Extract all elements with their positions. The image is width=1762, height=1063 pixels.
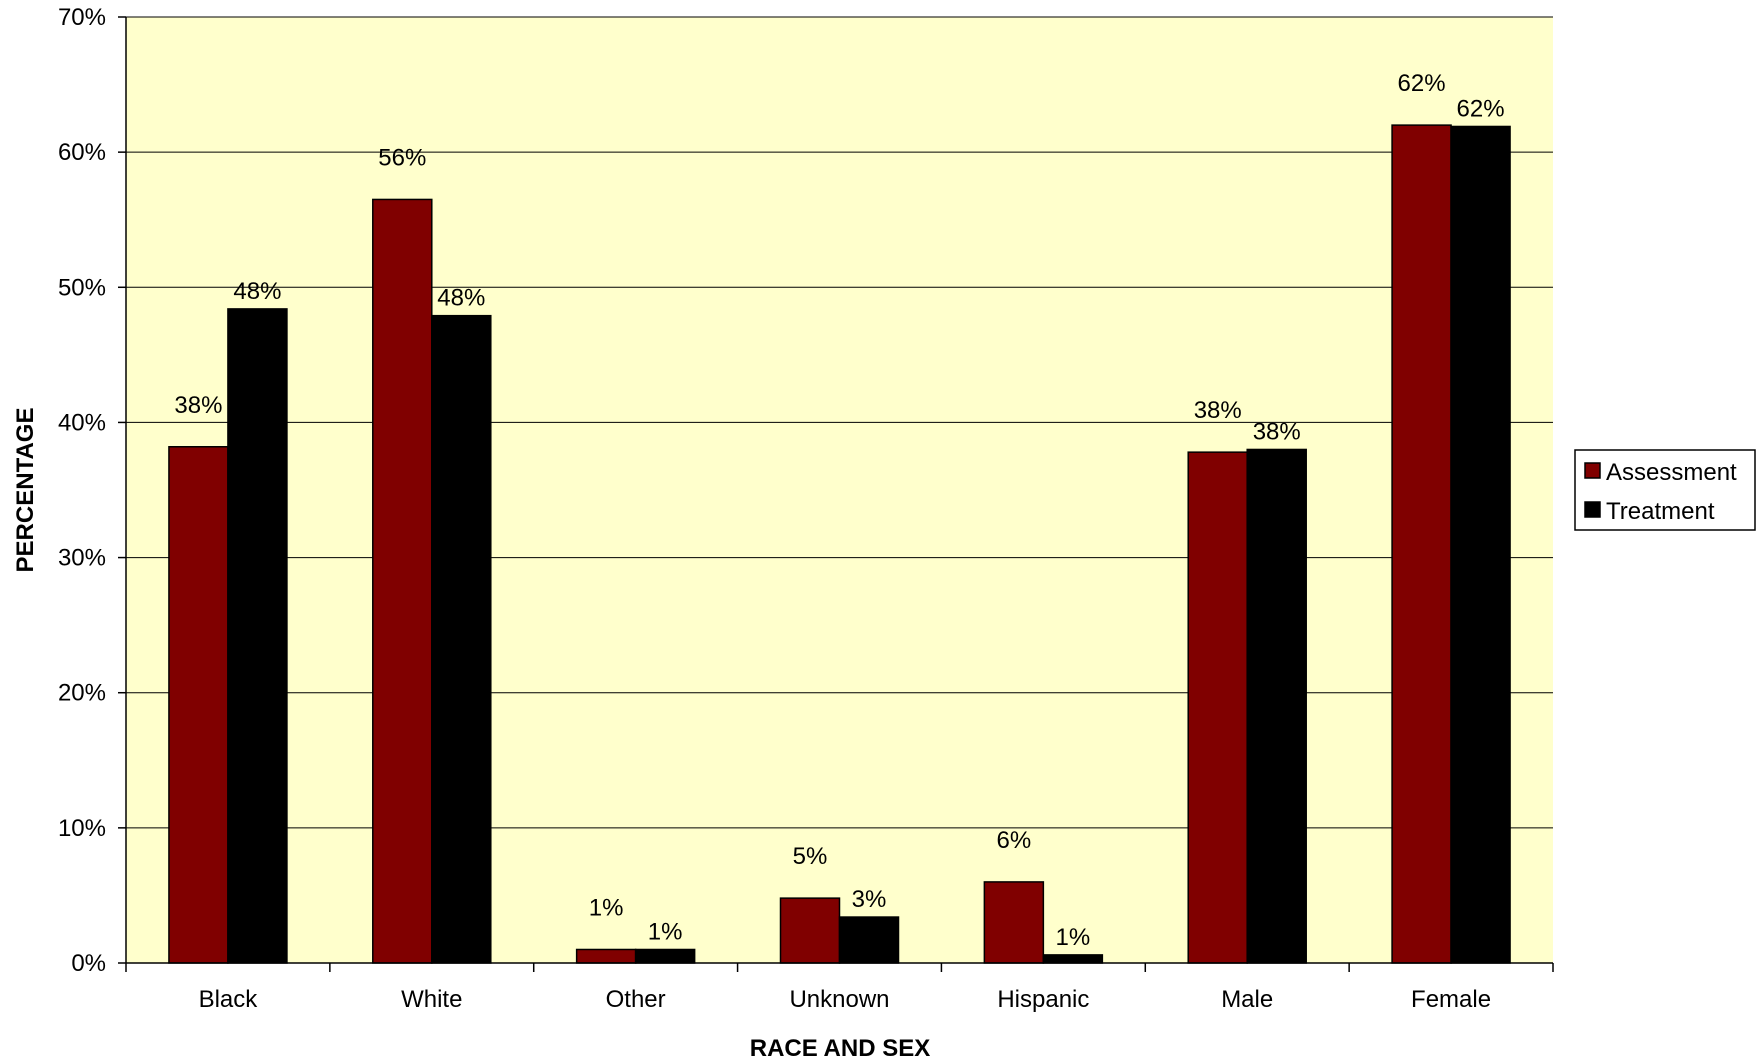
data-label-treatment-black: 48% xyxy=(233,278,281,305)
x-tick-label-hispanic: Hispanic xyxy=(997,986,1089,1013)
bar-treatment-other xyxy=(634,948,696,964)
x-tick-label-other: Other xyxy=(606,986,666,1013)
x-tick-labels: Black White Other Unknown Hispanic Male Female xyxy=(199,986,1492,1013)
bar-assessment-male xyxy=(1187,451,1248,964)
y-tick-label: 30% xyxy=(58,545,106,572)
bar-assessment-white xyxy=(372,198,433,964)
data-label-treatment-other: 1% xyxy=(648,918,683,945)
legend-label-treatment: Treatment xyxy=(1606,498,1715,525)
bar-treatment-male xyxy=(1246,448,1307,964)
legend-swatch-assessment xyxy=(1584,462,1601,479)
bar-treatment-hispanic xyxy=(1042,954,1104,964)
y-tick-label: 10% xyxy=(58,815,106,842)
x-tick-label-white: White xyxy=(401,986,462,1013)
bar-treatment-female xyxy=(1450,125,1511,964)
data-label-treatment-unknown: 3% xyxy=(852,886,887,913)
y-tick-label: 20% xyxy=(58,680,106,707)
data-label-treatment-white: 48% xyxy=(437,285,485,312)
legend-box xyxy=(1574,449,1756,531)
axes xyxy=(118,16,1554,972)
data-labels: 38% 48% 56% 48% 1% 1% 5% 3% 6% 1% 38% 38% 62% 62% xyxy=(174,70,1504,951)
bar-treatment-unknown xyxy=(838,916,900,964)
y-axis-title: PERCENTAGE xyxy=(12,408,39,573)
x-tick-label-male: Male xyxy=(1221,986,1273,1013)
data-label-assessment-male: 38% xyxy=(1194,397,1242,424)
data-label-assessment-unknown: 5% xyxy=(793,843,828,870)
legend-label-assessment: Assessment xyxy=(1606,459,1737,486)
y-tick-label: 60% xyxy=(58,139,106,166)
y-tick-label: 50% xyxy=(58,274,106,301)
plot-area xyxy=(126,17,1553,963)
data-label-treatment-hispanic: 1% xyxy=(1056,924,1091,951)
data-label-assessment-white: 56% xyxy=(378,144,426,171)
bar-assessment-other xyxy=(575,948,637,964)
data-label-assessment-female: 62% xyxy=(1398,70,1446,97)
data-label-assessment-black: 38% xyxy=(174,392,222,419)
data-label-assessment-hispanic: 6% xyxy=(997,827,1032,854)
legend: Assessment Treatment xyxy=(1574,449,1756,531)
x-tick-label-black: Black xyxy=(199,986,259,1013)
data-label-treatment-male: 38% xyxy=(1253,418,1301,445)
y-tick-label: 40% xyxy=(58,409,106,436)
y-tick-label: 0% xyxy=(71,950,106,977)
x-tick-label-unknown: Unknown xyxy=(789,986,889,1013)
bar-assessment-black xyxy=(168,446,229,964)
x-tick-label-female: Female xyxy=(1411,986,1491,1013)
bar-assessment-hispanic xyxy=(983,881,1045,964)
bars xyxy=(168,124,1511,964)
gridlines xyxy=(126,16,1553,829)
y-tick-labels: 0% 10% 20% 30% 40% 50% 60% 70% xyxy=(58,4,106,977)
data-label-assessment-other: 1% xyxy=(589,894,624,921)
bar-treatment-white xyxy=(431,314,492,964)
legend-swatch-treatment xyxy=(1584,501,1601,518)
bar-treatment-black xyxy=(227,308,288,964)
x-axis-title: RACE AND SEX xyxy=(750,1035,930,1062)
data-label-treatment-female: 62% xyxy=(1457,95,1505,122)
bar-assessment-unknown xyxy=(779,897,841,964)
bar-assessment-female xyxy=(1391,124,1452,964)
y-tick-label: 70% xyxy=(58,4,106,31)
